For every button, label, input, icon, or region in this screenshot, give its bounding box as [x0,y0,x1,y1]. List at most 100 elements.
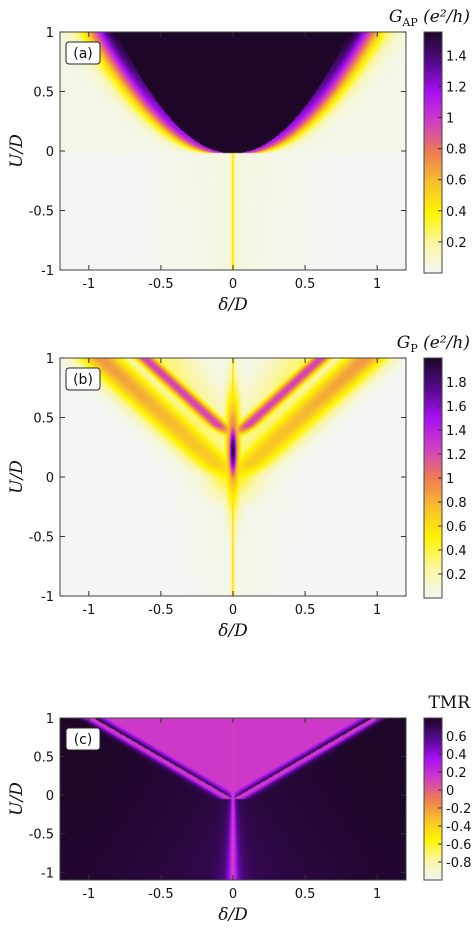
colorbar: 0.2 0.4 0.6 0.8 1 1.2 1.4 1.6 1.8 [423,357,467,599]
colorbar-frame [423,31,443,274]
colorbar-swatch [424,68,442,71]
colorbar-swatch [424,34,442,37]
colorbar-swatch [424,162,442,166]
colorbar-swatch [424,202,442,206]
colorbar-swatch [424,793,442,796]
colorbar-swatch [424,468,442,471]
heatmap-image-0 [60,32,406,270]
colorbar-swatch [424,560,442,563]
colorbar-swatch [424,206,442,210]
colorbar-swatch [424,414,442,417]
colorbar-swatch [424,508,442,511]
colorbar-swatch [424,256,442,260]
colorbar-swatch [424,420,442,423]
colorbar-swatch [424,164,442,168]
colorbar-swatch [424,788,442,791]
colorbar-swatch [424,366,442,369]
colorbar-swatch [424,370,442,373]
colorbar-swatch [424,784,442,787]
x-tick-label: 0.5 [295,887,316,902]
x-tick-label: 1 [373,277,381,292]
x-tick-label: 0.5 [295,277,316,292]
colorbar-swatch [424,240,442,244]
colorbar-swatch [424,562,442,565]
colorbar-swatch [424,56,442,59]
colorbar-swatch [424,252,442,256]
colorbar-swatch [424,821,442,824]
colorbar-tick-label: 1.2 [446,448,467,463]
colorbar-swatch [424,835,442,838]
y-tick-label: 1 [46,26,54,41]
colorbar-swatch [424,244,442,248]
colorbar-swatch [424,769,442,772]
colorbar-swatch [424,156,442,160]
colorbar-swatch [424,728,442,731]
colorbar-swatch [424,80,442,83]
colorbar-swatch [424,248,442,252]
colorbar-swatch [424,130,442,134]
colorbar-swatch [424,550,442,553]
colorbar-tick-label: -0.8 [446,856,471,871]
colorbar-swatch [424,118,442,121]
colorbar-swatch [424,434,442,437]
colorbar-swatch [424,390,442,393]
colorbar-swatch [424,584,442,587]
colorbar-swatch [424,266,442,270]
colorbar-swatch [424,358,442,361]
colorbar-swatch [424,78,442,81]
colorbar-swatch [424,460,442,463]
colorbar-swatch [424,861,442,864]
colorbar-title: GAP (e²/h) [389,7,470,29]
colorbar-swatch [424,842,442,845]
colorbar-swatch [424,386,442,389]
colorbar-swatch [424,830,442,832]
colorbar-swatch [424,498,442,501]
x-axis-label: δ/D [218,295,248,315]
colorbar-swatch [424,384,442,387]
colorbar-swatch [424,64,442,67]
colorbar-swatch [424,424,442,427]
colorbar-swatch [424,228,442,232]
x-tick-label: -1 [82,277,95,292]
colorbar-swatch [424,50,442,53]
colorbar-swatch [424,763,442,766]
colorbar-swatch [424,398,442,401]
colorbar-swatch [424,804,442,807]
y-tick-label: 1 [46,712,54,727]
colorbar-swatch [424,250,442,254]
colorbar-swatch [424,738,442,741]
colorbar-swatch [424,740,442,743]
panel-label-box [65,41,101,65]
colorbar-swatch [424,862,442,865]
colorbar-swatch [424,766,442,769]
colorbar-swatch [424,542,442,545]
colorbar-swatch [424,88,442,91]
colorbar-swatch [424,739,442,742]
colorbar-swatch [424,819,442,822]
colorbar-swatch [424,484,442,487]
colorbar-swatch [424,776,442,778]
colorbar-swatch [424,750,442,753]
colorbar-swatch [424,546,442,549]
colorbar-swatch [424,136,442,140]
y-tick-label: -1 [41,866,54,881]
colorbar-swatch [424,430,442,433]
colorbar-swatch [424,262,442,266]
colorbar-swatch [424,580,442,583]
y-tick-label: -0.5 [29,531,54,546]
colorbar-swatch [424,456,442,459]
colorbar-swatch [424,232,442,236]
colorbar-swatch [424,751,442,754]
colorbar-swatch [424,518,442,521]
colorbar-swatch [424,735,442,738]
x-tick-label: 0 [229,887,237,902]
colorbar-swatch [424,500,442,503]
y-axis-label: U/D [7,460,27,494]
colorbar-swatch [424,368,442,371]
colorbar-swatch [424,76,442,79]
colorbar-swatch [424,570,442,573]
colorbar-swatch [424,522,442,525]
colorbar-swatch [424,857,442,859]
colorbar-swatch [424,40,442,43]
colorbar-swatch [424,758,442,761]
